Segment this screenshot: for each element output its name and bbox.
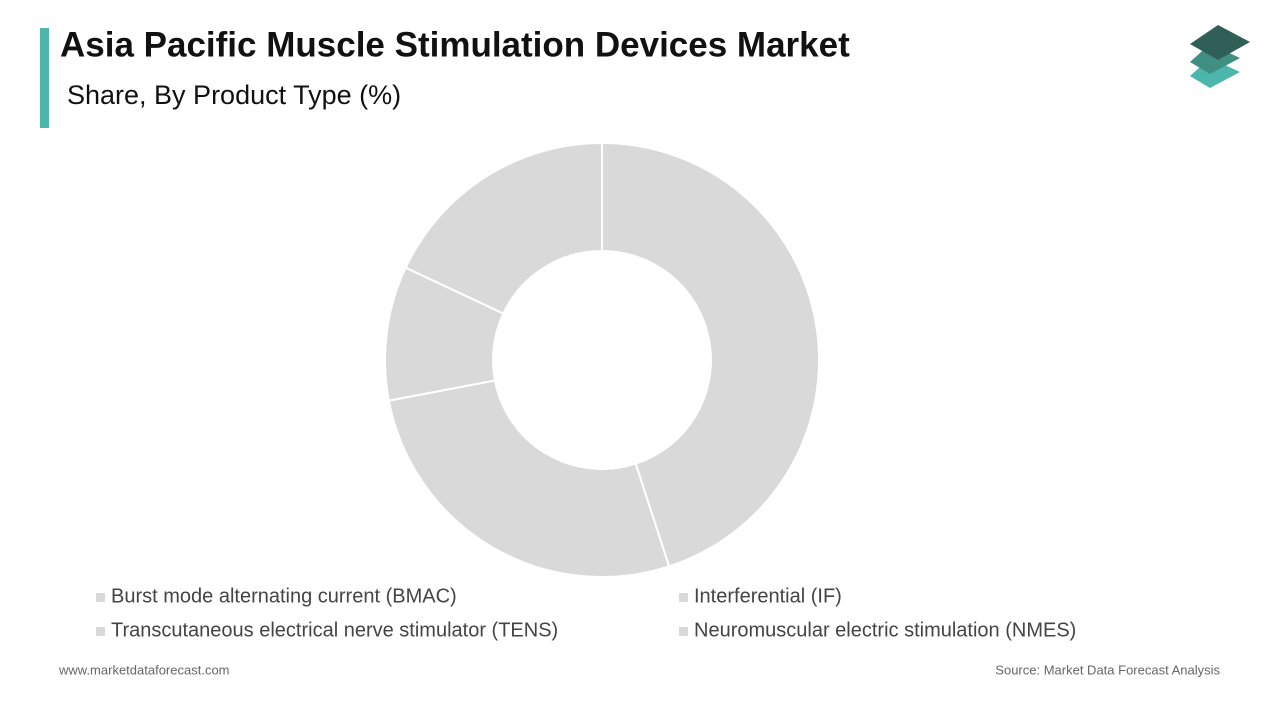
chart-subtitle: Share, By Product Type (%) [67,80,401,110]
source: Source: Market Data Forecast Analysis [995,662,1220,677]
logo [1190,25,1250,88]
slice [404,141,603,315]
legend-label: Transcutaneous electrical nerve stimulat… [111,619,558,641]
slice [601,141,820,568]
chart-title: Asia Pacific Muscle Stimulation Devices … [60,25,850,64]
legend-swatch [96,593,105,602]
legend-swatch [679,627,688,636]
legend-swatch [96,627,105,636]
title-accent [40,28,49,128]
legend-swatch [679,593,688,602]
website: www.marketdataforecast.com [58,662,230,677]
slice [387,379,671,578]
legend-label: Interferential (IF) [694,585,842,607]
legend-label: Neuromuscular electric stimulation (NMES… [694,619,1076,641]
legend-label: Burst mode alternating current (BMAC) [111,585,457,607]
